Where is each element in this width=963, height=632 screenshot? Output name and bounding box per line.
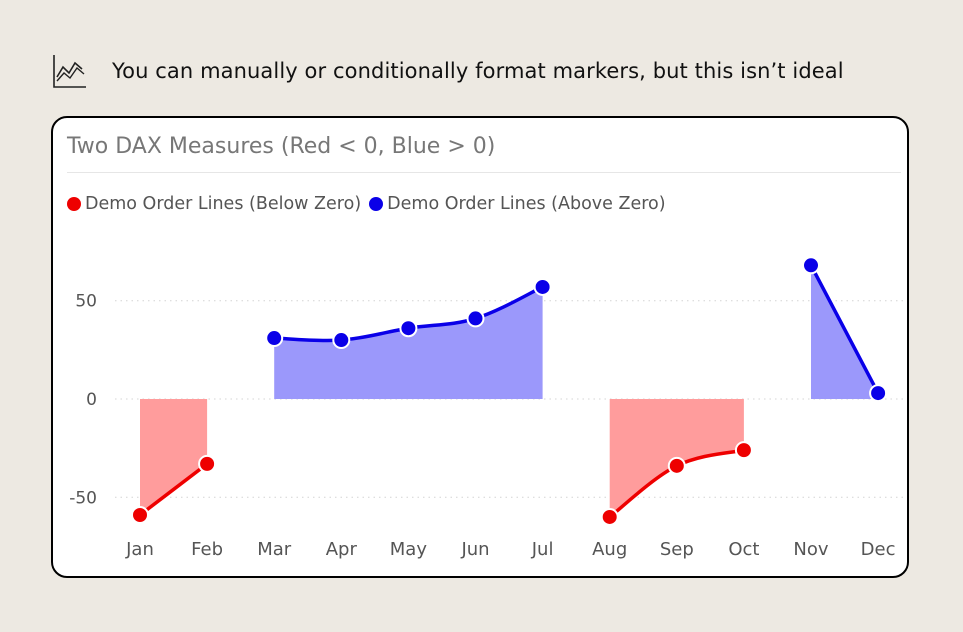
chart-plot: 50 0 -50 Jan Feb Mar Apr May Jun Jul Aug Sep Oct Nov D… [69, 256, 905, 560]
chart-card[interactable]: Two DAX Measures (Red < 0, Blue > 0) Dem… [51, 116, 909, 578]
legend-item-below-zero[interactable]: Demo Order Lines (Below Zero) [67, 194, 361, 214]
slide-header: You can manually or conditionally format… [52, 52, 844, 90]
series-line [809, 263, 880, 395]
x-tick-label: Apr [326, 539, 358, 560]
x-tick-label: May [390, 539, 428, 560]
title-divider [67, 172, 901, 173]
data-point [533, 277, 552, 296]
line-chart-icon [53, 55, 86, 88]
x-tick-label: Jan [125, 539, 154, 560]
data-point [466, 309, 485, 328]
x-tick-label: Oct [728, 539, 759, 560]
data-point [131, 505, 149, 524]
legend-swatch-blue [369, 197, 384, 211]
data-point [600, 507, 619, 526]
legend-swatch-red [67, 197, 81, 211]
data-point [332, 331, 351, 350]
x-tick-label: Feb [191, 539, 223, 560]
data-point [869, 384, 888, 403]
x-tick-label: Jul [531, 539, 554, 560]
y-tick-label: -50 [69, 488, 97, 508]
data-point [734, 441, 753, 460]
data-point [265, 329, 284, 348]
area-fill [140, 399, 208, 515]
x-tick-label: Jun [460, 539, 489, 560]
y-tick-label: 0 [86, 390, 97, 410]
x-tick-label: Nov [793, 539, 828, 560]
legend-label-above-zero: Demo Order Lines (Above Zero) [387, 194, 666, 214]
legend-label-below-zero: Demo Order Lines (Below Zero) [85, 194, 362, 214]
y-tick-label: 50 [75, 292, 97, 312]
data-point [399, 319, 418, 338]
data-point [198, 454, 217, 473]
data-point [802, 256, 820, 275]
chart-title: Two DAX Measures (Red < 0, Blue > 0) [67, 134, 496, 159]
x-tick-label: Sep [660, 539, 694, 560]
area-fill [274, 286, 543, 399]
legend-item-above-zero[interactable]: Demo Order Lines (Above Zero) [369, 194, 666, 214]
x-tick-label: Aug [592, 539, 627, 560]
x-tick-label: Mar [257, 539, 292, 560]
chart-legend: Demo Order Lines (Below Zero) Demo Order… [67, 194, 674, 214]
header-text: You can manually or conditionally format… [112, 59, 844, 83]
data-point [667, 456, 686, 475]
x-tick-label: Dec [861, 539, 896, 560]
